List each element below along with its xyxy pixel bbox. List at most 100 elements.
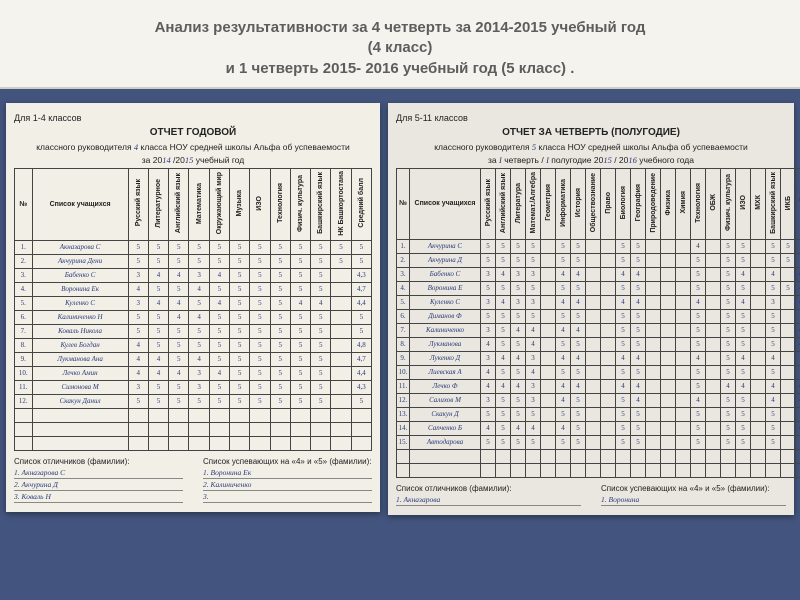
cell-grade: 4 (511, 323, 526, 337)
cell-grade (781, 407, 796, 421)
table-row-blank (15, 436, 372, 450)
cell-grade: 5 (556, 239, 571, 253)
col-subject: Геометрия (541, 168, 556, 239)
cell-grade: 5 (270, 352, 290, 366)
cell-grade: 4 (209, 268, 229, 282)
cell-grade: 5 (691, 309, 706, 323)
cell-grade (586, 295, 601, 309)
cell-grade: 5 (511, 281, 526, 295)
cell-grade: 5 (616, 309, 631, 323)
cell-grade: 5 (270, 240, 290, 254)
cell-grade: 5 (496, 239, 511, 253)
cell-blank (169, 422, 189, 436)
cell-grade: 5 (148, 394, 168, 408)
cell-grade (676, 351, 691, 365)
cell-number: 8. (15, 338, 33, 352)
col-subject: Природоведение (646, 168, 661, 239)
cell-number: 8. (397, 337, 410, 351)
cell-grade: 5 (691, 407, 706, 421)
cell-blank (541, 449, 556, 463)
cell-number: 9. (397, 351, 410, 365)
cell-grade: 5 (229, 254, 249, 268)
cell-blank (526, 449, 541, 463)
cell-grade: 5 (496, 309, 511, 323)
cell-grade: 5 (616, 407, 631, 421)
cell-grade: 5 (511, 239, 526, 253)
cell-grade (586, 393, 601, 407)
col-student-name: Список учащихся (32, 168, 128, 240)
cell-grade: 5 (691, 337, 706, 351)
cell-grade: 5 (766, 323, 781, 337)
cell-grade: 5 (736, 309, 751, 323)
col-subject: Английский язык (496, 168, 511, 239)
cell-grade: 5 (616, 421, 631, 435)
cell-student-name: Бабенко С (410, 267, 481, 281)
cell-grade: 4,8 (796, 281, 800, 295)
cell-grade (541, 253, 556, 267)
cell-grade (751, 281, 766, 295)
cell-blank (250, 422, 270, 436)
cell-grade: 5 (169, 240, 189, 254)
cell-blank (751, 449, 766, 463)
cell-grade: 5 (148, 310, 168, 324)
cell-number: 7. (397, 323, 410, 337)
cell-grade (541, 421, 556, 435)
cell-grade: 5 (691, 421, 706, 435)
cell-grade: 5 (169, 254, 189, 268)
cell-blank (496, 463, 511, 477)
cell-blank (706, 463, 721, 477)
cell-grade: 3 (481, 267, 496, 281)
cell-grade: 4 (556, 421, 571, 435)
cell-grade: 5 (721, 281, 736, 295)
cell-grade: 5 (496, 435, 511, 449)
cell-blank (410, 449, 481, 463)
cell-grade: 5 (481, 281, 496, 295)
cell-grade: 5 (526, 281, 541, 295)
cell-blank (148, 408, 168, 422)
cell-grade: 5 (556, 281, 571, 295)
cell-blank (556, 449, 571, 463)
cell-grade (661, 281, 676, 295)
cell-grade: 4 (691, 393, 706, 407)
col-subject: НК Башкортостана (331, 168, 351, 240)
report-sheet-right: Для 5-11 классов ОТЧЕТ ЗА ЧЕТВЕРТЬ (ПОЛУ… (388, 103, 794, 515)
cell-grade: 4 (796, 351, 800, 365)
cell-grade: 4 (148, 366, 168, 380)
cell-grade (541, 351, 556, 365)
cell-grade: 5 (189, 324, 209, 338)
cell-grade (676, 421, 691, 435)
cell-grade: 5 (691, 267, 706, 281)
cell-grade: 5 (311, 268, 331, 282)
cell-grade (331, 338, 351, 352)
cell-grade (601, 323, 616, 337)
cell-grade (676, 393, 691, 407)
cell-grade: 5 (270, 268, 290, 282)
left-footer: Список отличников (фамилии): 1. Акназаро… (14, 457, 372, 504)
right-sub-pre: классного руководителя (434, 142, 532, 152)
cell-grade: 5 (229, 394, 249, 408)
cell-grade: 4,4 (351, 366, 371, 380)
col-subject: Окружающий мир (209, 168, 229, 240)
cell-grade (661, 393, 676, 407)
cell-grade: 5 (721, 393, 736, 407)
cell-blank (209, 436, 229, 450)
cell-grade (661, 309, 676, 323)
cell-grade (331, 394, 351, 408)
cell-blank (15, 422, 33, 436)
excellent-entry: 1. Акназарова (396, 495, 581, 506)
cell-grade (676, 435, 691, 449)
cell-grade: 5 (766, 253, 781, 267)
cell-grade: 4,7 (796, 337, 800, 351)
cell-grade (781, 351, 796, 365)
cell-blank (676, 463, 691, 477)
cell-grade: 5 (631, 323, 646, 337)
cell-grade: 5 (250, 240, 270, 254)
cell-grade: 5 (250, 324, 270, 338)
cell-number: 2. (397, 253, 410, 267)
cell-grade (601, 267, 616, 281)
cell-grade (541, 435, 556, 449)
excellent-entry: 3. Коваль Н (14, 492, 183, 503)
cell-grade: 4 (766, 379, 781, 393)
cell-grade: 4 (169, 366, 189, 380)
cell-grade (751, 295, 766, 309)
